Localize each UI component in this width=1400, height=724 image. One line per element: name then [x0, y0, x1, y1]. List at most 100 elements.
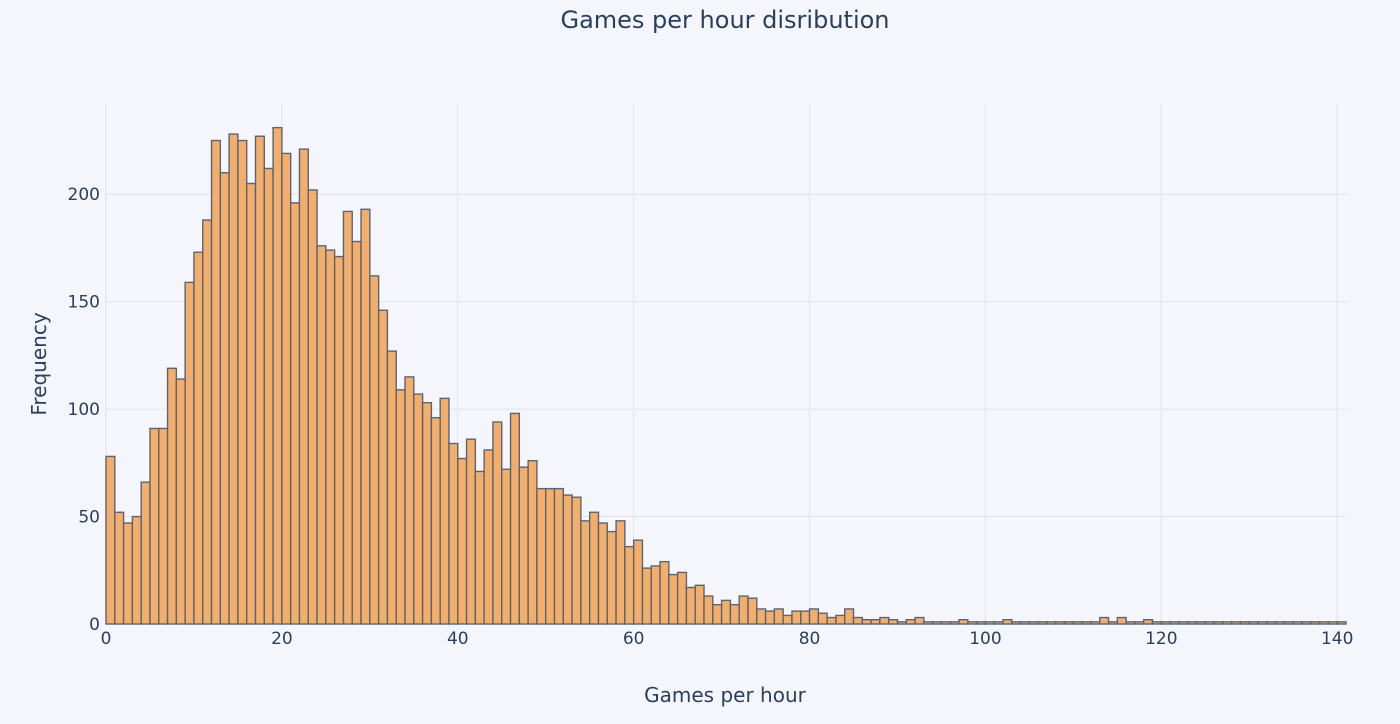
- histogram-bar: [501, 468, 512, 625]
- x-tick-label: 120: [1145, 629, 1177, 649]
- histogram-bar: [1266, 621, 1277, 625]
- histogram-bar: [210, 139, 222, 625]
- chart-title: Games per hour disribution: [560, 6, 889, 34]
- histogram-bar: [879, 616, 890, 625]
- histogram-bar: [685, 586, 696, 625]
- y-tick-label: 200: [68, 185, 100, 205]
- histogram-bar: [518, 466, 529, 625]
- histogram-bar: [870, 619, 881, 625]
- histogram-bar: [1081, 621, 1092, 625]
- histogram-bar: [536, 487, 547, 625]
- histogram-bar: [465, 438, 477, 625]
- histogram-bar: [1046, 621, 1057, 625]
- histogram-bar: [615, 520, 626, 625]
- histogram-bar: [272, 126, 283, 625]
- histogram-bar: [1019, 621, 1031, 625]
- histogram-bar: [738, 595, 749, 625]
- histogram-bar: [1160, 621, 1171, 625]
- histogram-bar: [650, 565, 661, 625]
- histogram-bar: [808, 608, 820, 625]
- histogram-bar: [325, 249, 336, 625]
- histogram-bar: [298, 148, 309, 625]
- histogram-bar: [905, 619, 916, 625]
- histogram-bar: [1151, 621, 1163, 625]
- histogram-bar: [923, 621, 934, 625]
- histogram-bar: [316, 245, 327, 625]
- histogram-bar: [474, 470, 485, 625]
- histogram-bar: [712, 603, 723, 625]
- x-tick-label: 80: [799, 629, 821, 649]
- y-axis-title: Frequency: [27, 312, 51, 415]
- histogram-bar: [289, 202, 301, 625]
- histogram-bar: [158, 427, 169, 625]
- x-axis-title: Games per hour: [644, 683, 806, 707]
- histogram-bar: [483, 449, 494, 625]
- histogram-bar: [756, 608, 767, 625]
- histogram-bar: [184, 281, 195, 625]
- histogram-bar: [694, 584, 705, 625]
- histogram-bar: [369, 275, 380, 625]
- histogram-bar: [764, 610, 776, 625]
- histogram-bar: [1327, 621, 1338, 625]
- x-tick-label: 0: [101, 629, 112, 649]
- histogram-bar: [817, 612, 828, 625]
- histogram-bar: [571, 496, 582, 625]
- histogram-bar: [1134, 621, 1145, 625]
- histogram-bar: [228, 133, 239, 625]
- histogram-bar: [861, 619, 872, 625]
- histogram-bar: [1037, 621, 1048, 625]
- x-tick-label: 100: [969, 629, 1001, 649]
- histogram-bar: [553, 487, 565, 625]
- histogram-bar: [114, 511, 125, 625]
- histogram-bar: [747, 597, 758, 625]
- histogram-bar: [1072, 621, 1083, 625]
- histogram-bar: [1055, 621, 1066, 625]
- histogram-bar: [1213, 621, 1224, 625]
- histogram-bar: [377, 309, 389, 625]
- histogram-bar: [606, 530, 617, 625]
- histogram-bar: [193, 251, 204, 625]
- histogram-bar: [1063, 621, 1075, 625]
- histogram-bar: [140, 481, 151, 625]
- histogram-bar: [1222, 621, 1233, 625]
- histogram-bar: [791, 610, 802, 625]
- histogram-bar: [307, 189, 318, 625]
- histogram-bar: [122, 522, 134, 625]
- histogram-bar: [958, 619, 969, 625]
- histogram-bar: [1336, 621, 1347, 625]
- histogram-bar: [676, 571, 688, 625]
- histogram-bar: [967, 621, 978, 625]
- histogram-bar: [263, 167, 274, 625]
- histogram-bar: [1318, 621, 1330, 625]
- histogram-bar: [509, 412, 521, 625]
- histogram-bar: [729, 603, 740, 625]
- x-tick-label: 20: [271, 629, 293, 649]
- histogram-bar: [632, 539, 644, 625]
- histogram-bar: [386, 350, 397, 625]
- histogram-bar: [281, 152, 292, 625]
- histogram-bar: [1301, 621, 1312, 625]
- histogram-bar: [624, 545, 635, 625]
- histogram-bar: [1107, 621, 1119, 625]
- y-axis-ticks: 0 50 100 150 200: [68, 185, 100, 635]
- histogram-bar: [1090, 621, 1101, 625]
- histogram-bar: [1292, 621, 1303, 625]
- histogram-bar: [360, 208, 371, 625]
- histogram-bar: [826, 616, 837, 625]
- x-tick-label: 40: [447, 629, 469, 649]
- histogram-bar: [984, 621, 995, 625]
- histogram-bar: [720, 599, 732, 625]
- histogram-bar: [1002, 619, 1013, 625]
- histogram-bar: [641, 567, 652, 625]
- histogram-bar: [659, 560, 670, 625]
- histogram-bar: [1310, 621, 1321, 625]
- histogram-bar: [439, 397, 450, 625]
- histogram-bar: [175, 378, 186, 625]
- histogram-bar: [448, 442, 459, 625]
- histogram-bar: [404, 376, 415, 625]
- histogram-bar: [1204, 621, 1215, 625]
- histogram-bar: [202, 219, 213, 625]
- y-tick-label: 100: [68, 400, 100, 420]
- histogram-bar: [844, 608, 855, 625]
